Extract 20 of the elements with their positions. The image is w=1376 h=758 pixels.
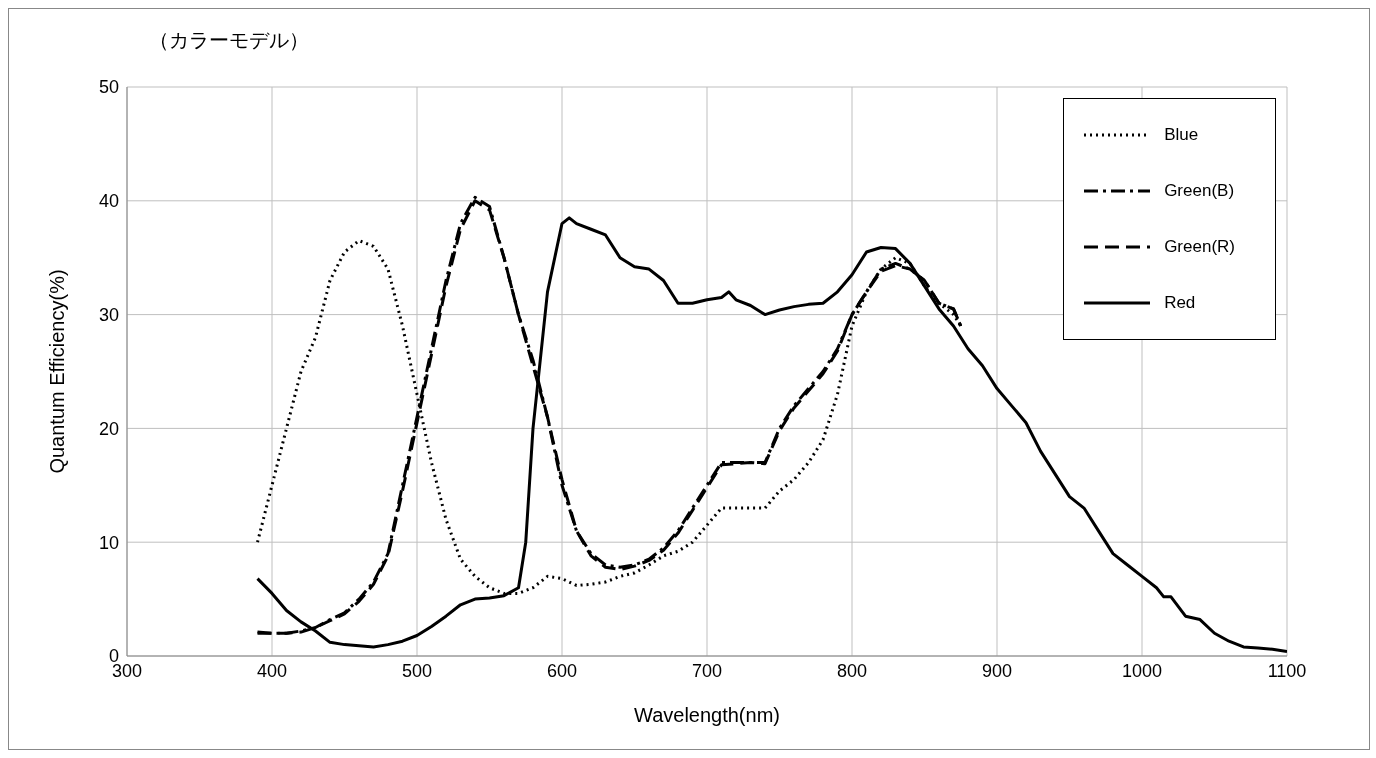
legend-label: Blue [1164,125,1199,145]
x-tick-label: 800 [836,660,868,681]
y-tick-label: 40 [98,191,119,212]
y-tick-label: 50 [98,77,119,98]
x-tick-label: 400 [256,660,288,681]
legend-label: Green(R) [1164,237,1235,257]
y-tick-label: 20 [98,418,119,439]
x-tick-label: 900 [981,660,1013,681]
legend-label: Green(B) [1164,181,1235,201]
y-axis-title: Quantum Efficiency(%) [46,269,69,474]
x-tick-label: 500 [401,660,433,681]
chart-title: （カラーモデル） [149,28,309,53]
x-tick-label: 1000 [1121,660,1163,681]
x-tick-label: 600 [546,660,578,681]
x-tick-label: 1100 [1267,660,1307,681]
y-tick-label: 30 [98,304,119,325]
legend-label: Red [1164,293,1196,313]
x-tick-label: 700 [691,660,723,681]
y-tick-label: 10 [98,532,119,553]
x-axis-title: Wavelength(nm) [634,704,780,726]
